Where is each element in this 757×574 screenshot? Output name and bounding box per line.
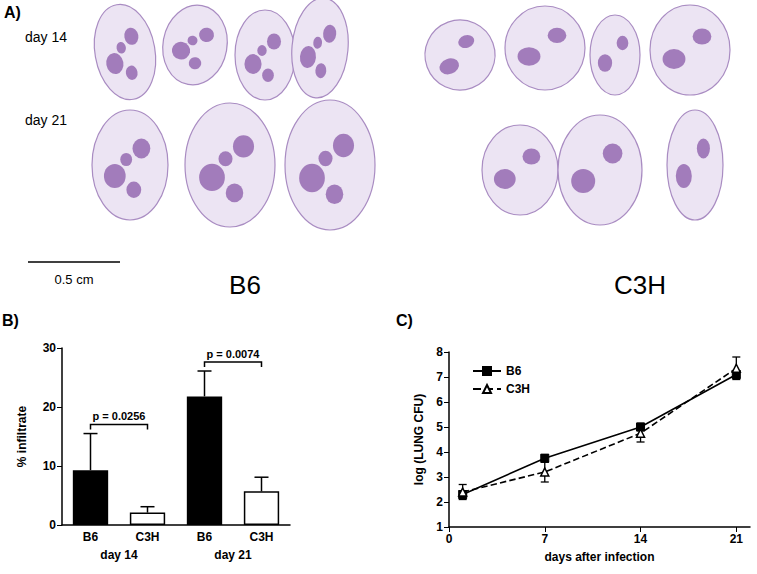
svg-text:14: 14 <box>634 532 648 546</box>
svg-text:day 14: day 14 <box>100 548 138 562</box>
svg-text:0: 0 <box>446 532 453 546</box>
svg-text:20: 20 <box>43 400 57 414</box>
svg-text:4: 4 <box>436 445 443 459</box>
svg-text:C): C) <box>396 312 413 329</box>
svg-text:2: 2 <box>436 495 443 509</box>
svg-text:10: 10 <box>43 459 57 473</box>
svg-text:days after infection: days after infection <box>544 550 654 564</box>
svg-text:B): B) <box>2 312 19 329</box>
svg-text:B6: B6 <box>229 270 261 300</box>
svg-text:7: 7 <box>541 532 548 546</box>
svg-text:day 21: day 21 <box>214 548 252 562</box>
svg-text:5: 5 <box>436 420 443 434</box>
svg-text:1: 1 <box>436 520 443 534</box>
svg-text:0.5 cm: 0.5 cm <box>54 272 93 287</box>
svg-text:C3H: C3H <box>135 530 159 544</box>
svg-text:B6: B6 <box>83 530 99 544</box>
svg-text:3: 3 <box>436 470 443 484</box>
svg-text:C3H: C3H <box>614 270 666 300</box>
svg-text:0: 0 <box>49 518 56 532</box>
svg-text:day 14: day 14 <box>25 29 67 45</box>
svg-text:30: 30 <box>43 341 57 355</box>
svg-text:6: 6 <box>436 395 443 409</box>
svg-text:C3H: C3H <box>506 382 530 396</box>
svg-text:% infiltrate: % infiltrate <box>15 406 29 468</box>
svg-text:day 21: day 21 <box>25 112 67 128</box>
svg-text:21: 21 <box>730 532 744 546</box>
svg-text:A): A) <box>4 4 21 21</box>
svg-text:B6: B6 <box>506 364 522 378</box>
svg-text:p = 0.0074: p = 0.0074 <box>207 348 261 360</box>
svg-text:B6: B6 <box>197 530 213 544</box>
svg-text:7: 7 <box>436 370 443 384</box>
svg-text:C3H: C3H <box>249 530 273 544</box>
svg-text:8: 8 <box>436 345 443 359</box>
svg-text:log (LUNG CFU): log (LUNG CFU) <box>412 394 426 485</box>
svg-text:p = 0.0256: p = 0.0256 <box>93 410 146 422</box>
